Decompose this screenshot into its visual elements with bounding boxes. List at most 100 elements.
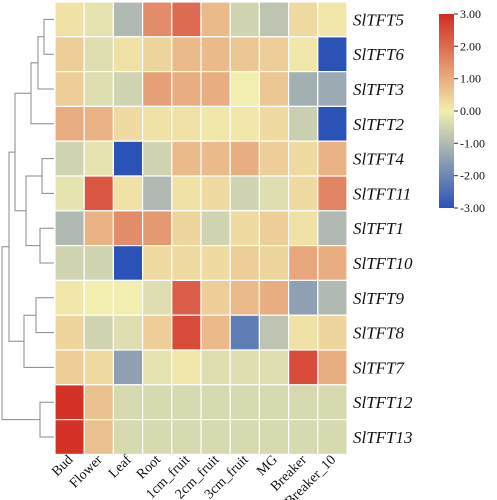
row-label: SlTFT11 [353,184,411,203]
heatmap-cell-SlTFT1-Leaf [112,210,144,247]
row-label: SlTFT6 [353,45,405,64]
heatmap-cell-SlTFT13-3cm_fruit [229,419,260,456]
row-label: SlTFT9 [353,289,405,308]
row-label: SlTFT4 [353,150,405,169]
heatmap-cell-SlTFT10-MG [258,245,290,282]
heatmap-cell-SlTFT3-Flower [83,70,114,107]
heatmap-cell-SlTFT12-Root [142,384,173,421]
heatmap-cell-SlTFT11-3cm_fruit [229,175,260,212]
row-label: SlTFT1 [353,219,404,238]
heatmap-cell-SlTFT5-Bud [54,1,85,38]
heatmap-cell-SlTFT6-Flower [83,36,114,73]
colorbar-gradient [439,14,454,208]
heatmap-cell-SlTFT7-Breaker [288,349,319,386]
dendro-branch [8,151,24,342]
heatmap-cell-SlTFT8-Bud [54,314,85,351]
heatmap-cell-SlTFT2-Breaker [288,105,319,142]
heatmap-cell-SlTFT13-Root [142,419,173,456]
heatmap-cell-SlTFT9-Root [142,279,173,316]
heatmap-cell-SlTFT10-2cm_fruit [200,245,231,282]
heatmap-cell-SlTFT10-Root [142,245,173,282]
heatmap-cell-SlTFT5-MG [258,1,290,38]
heatmap-cell-SlTFT2-3cm_fruit [229,105,260,142]
heatmap-cell-SlTFT3-1cm_fruit [171,70,202,107]
heatmap-cell-SlTFT10-Bud [54,245,85,282]
heatmap-cell-SlTFT6-Leaf [112,36,144,73]
heatmap-cell-SlTFT8-Breaker_10 [317,314,348,351]
heatmap-cell-SlTFT9-2cm_fruit [200,279,231,316]
heatmap-cell-SlTFT4-Leaf [112,140,144,177]
dendro-branch [30,62,54,125]
heatmap-cell-SlTFT1-Breaker_10 [317,210,348,247]
heatmap-cell-SlTFT4-MG [258,140,290,177]
heatmap-cell-SlTFT13-MG [258,419,290,456]
heatmap-cell-SlTFT6-MG [258,36,290,73]
heatmap-cell-SlTFT6-3cm_fruit [229,36,260,73]
heatmap-cell-SlTFT11-Bud [54,175,85,212]
heatmap-cell-SlTFT7-1cm_fruit [171,349,202,386]
heatmap-cell-SlTFT6-1cm_fruit [171,36,202,73]
heatmap-cell-SlTFT4-3cm_fruit [229,140,260,177]
dendro-branch [41,158,54,194]
colorbar-tick-label: 1.00 [460,72,481,86]
heatmap-cell-SlTFT12-Bud [54,384,85,421]
row-label: SlTFT13 [353,428,413,447]
heatmap-cell-SlTFT7-Bud [54,349,85,386]
heatmap-cell-SlTFT5-3cm_fruit [229,1,260,38]
dendro-branch [43,18,54,55]
heatmap-cell-SlTFT6-Root [142,36,173,73]
heatmap-cell-SlTFT13-Breaker_10 [317,419,348,456]
heatmap-cell-SlTFT11-Flower [83,175,114,212]
dendro-branch [35,297,54,334]
heatmap-cell-SlTFT9-MG [258,279,290,316]
heatmap-cell-SlTFT4-Breaker_10 [317,140,348,177]
colorbar-tick-label: 2.00 [460,39,481,53]
heatmap-cell-SlTFT8-Flower [83,314,114,351]
heatmap-cell-SlTFT10-Flower [83,245,114,282]
heatmap-cell-SlTFT4-1cm_fruit [171,140,202,177]
heatmap-cell-SlTFT5-2cm_fruit [200,1,231,38]
heatmap-cell-SlTFT12-MG [258,384,290,421]
heatmap-cell-SlTFT7-3cm_fruit [229,349,260,386]
heatmap-cell-SlTFT13-Flower [83,419,114,456]
heatmap-cell-SlTFT12-3cm_fruit [229,384,260,421]
heatmap-cell-SlTFT3-MG [258,70,290,107]
heatmap-cell-SlTFT13-1cm_fruit [171,419,202,456]
heatmap-cell-SlTFT8-3cm_fruit [229,314,260,351]
heatmap-cell-SlTFT9-Leaf [112,279,144,316]
heatmap-cell-SlTFT13-Leaf [112,419,144,456]
heatmap-cell-SlTFT4-Breaker [288,140,319,177]
heatmap-cell-SlTFT13-2cm_fruit [200,419,231,456]
heatmap-cell-SlTFT6-Breaker [288,36,319,73]
heatmap-cell-SlTFT4-Root [142,140,173,177]
row-label: SlTFT10 [353,254,413,273]
heatmap-cell-SlTFT8-MG [258,314,290,351]
heatmap-cell-SlTFT3-Leaf [112,70,144,107]
heatmap-cell-SlTFT5-Breaker [288,1,319,38]
row-label: SlTFT8 [353,324,405,343]
heatmap-cell-SlTFT10-1cm_fruit [171,245,202,282]
colorbar-tick-label: 3.00 [460,7,481,21]
heatmap-cell-SlTFT3-Breaker_10 [317,70,348,107]
heatmap-cell-SlTFT11-MG [258,175,290,212]
heatmap-cell-SlTFT5-1cm_fruit [171,1,202,38]
colorbar-tick-label: -3.00 [460,201,485,215]
heatmap-cell-SlTFT4-2cm_fruit [200,140,231,177]
heatmap-cells [54,1,348,456]
heatmap-cell-SlTFT2-1cm_fruit [171,105,202,142]
heatmap-cell-SlTFT8-2cm_fruit [200,314,231,351]
colorbar-tick-label: -1.00 [460,136,485,150]
heatmap-cell-SlTFT8-Leaf [112,314,144,351]
heatmap-cell-SlTFT8-1cm_fruit [171,314,202,351]
row-label: SlTFT12 [353,393,413,412]
column-label: Flower [67,452,106,491]
heatmap-cell-SlTFT12-Breaker [288,384,319,421]
heatmap-cell-SlTFT3-Bud [54,70,85,107]
heatmap-cell-SlTFT11-Breaker_10 [317,175,348,212]
row-label: SlTFT7 [353,358,406,377]
heatmap-cell-SlTFT7-Root [142,349,173,386]
heatmap-cell-SlTFT3-2cm_fruit [200,70,231,107]
